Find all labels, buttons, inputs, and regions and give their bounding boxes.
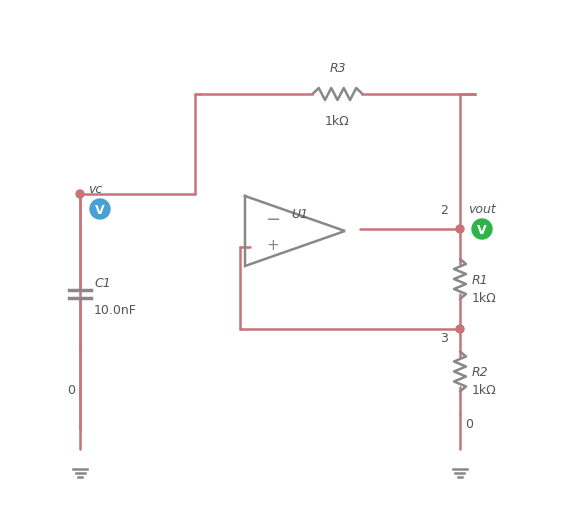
Circle shape [76,191,84,199]
Text: 1kΩ: 1kΩ [472,383,497,396]
Text: vc: vc [88,183,102,195]
Text: V: V [95,203,105,216]
Circle shape [456,325,464,333]
Text: 10.0nF: 10.0nF [94,303,137,316]
Text: C1: C1 [94,276,111,290]
Circle shape [472,219,492,240]
Circle shape [90,200,110,219]
Text: +: + [266,238,279,253]
Text: −: − [265,211,280,229]
Text: 0: 0 [465,418,473,431]
Text: vout: vout [468,203,496,216]
Text: 1kΩ: 1kΩ [325,115,350,128]
Text: 3: 3 [440,331,448,344]
Text: R2: R2 [472,365,489,378]
Circle shape [456,225,464,234]
Text: R3: R3 [329,62,346,75]
Text: U1: U1 [292,207,308,220]
Text: 1kΩ: 1kΩ [472,291,497,304]
Text: V: V [477,223,487,236]
Text: R1: R1 [472,273,489,286]
Text: 0: 0 [67,383,75,395]
Text: 2: 2 [440,203,448,216]
